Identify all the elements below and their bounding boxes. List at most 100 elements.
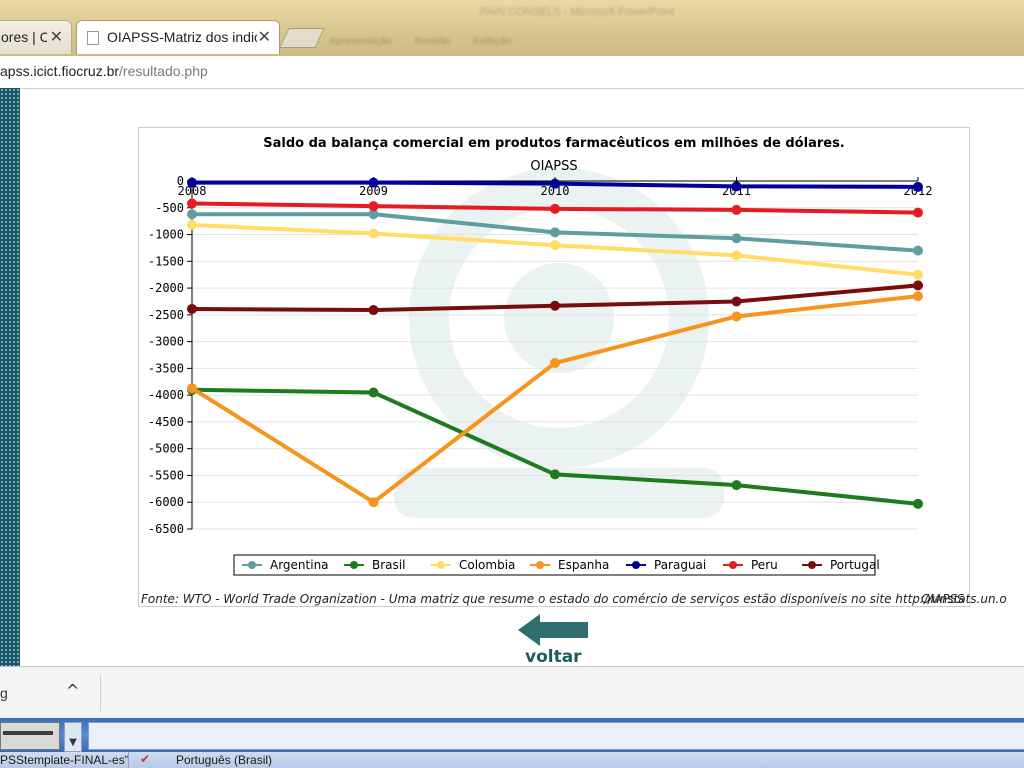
- chart-legend: [233, 554, 876, 576]
- browser-tab-strip: PAIN CONSELS - Microsoft PowerPoint Apre…: [0, 0, 1024, 56]
- chart-panel: Saldo da balança comercial em produtos f…: [138, 127, 1007, 607]
- source-tag: OIAPSS: [921, 592, 965, 606]
- thumbnail-bar: [3, 731, 53, 735]
- data-point-argentina: [913, 245, 923, 256]
- data-point-colombia: [368, 228, 379, 239]
- source-note: Fonte: WTO - World Trade Organization - …: [141, 592, 1007, 606]
- legend-swatch-marker: [632, 561, 640, 569]
- legend-label: Peru: [751, 558, 778, 572]
- x-tick-label: 2009: [359, 184, 388, 198]
- y-tick-label: -2000: [148, 281, 184, 295]
- y-tick-label: -5000: [148, 442, 184, 456]
- data-point-peru: [368, 201, 379, 212]
- data-point-brasil: [731, 480, 742, 491]
- data-point-colombia: [550, 240, 560, 251]
- y-tick-label: -6000: [148, 495, 184, 509]
- new-tab-button[interactable]: [279, 28, 325, 48]
- y-tick-label: -1000: [148, 228, 184, 242]
- ribbon-tab-revisao[interactable]: Revisão: [414, 36, 451, 47]
- legend-label: Portugal: [830, 558, 880, 572]
- legend-label: Argentina: [270, 558, 329, 572]
- y-tick-label: -6500: [148, 522, 184, 536]
- data-point-espanha: [550, 358, 560, 369]
- legend-swatch-marker: [536, 561, 544, 569]
- data-point-peru: [550, 203, 560, 214]
- download-shelf: g ^: [0, 666, 1024, 719]
- data-point-espanha: [187, 383, 197, 394]
- status-bar: PSStemplate-FINAL-es" ✔ Português (Brasi…: [0, 752, 1024, 768]
- y-tick-label: -2500: [148, 308, 184, 322]
- address-bar[interactable]: apss.icict.fiocruz.br/resultado.php: [0, 56, 1024, 89]
- powerpoint-window-title: PAIN CONSELS - Microsoft PowerPoint: [480, 6, 675, 18]
- tab-label: ores | C: [1, 29, 47, 45]
- back-arrow-icon: [518, 614, 588, 646]
- legend-label: Colombia: [459, 558, 515, 572]
- y-tick-label: -3500: [148, 361, 184, 375]
- series-line-brasil: [191, 387, 919, 506]
- data-point-colombia: [731, 250, 742, 261]
- data-point-portugal: [550, 300, 560, 311]
- slide-thumbnail[interactable]: [0, 722, 60, 750]
- browser-tab-active[interactable]: OIAPSS-Matriz dos indic ✕: [76, 20, 280, 54]
- legend-swatch-marker: [350, 561, 358, 569]
- data-point-portugal: [368, 305, 379, 316]
- data-point-colombia: [913, 269, 923, 280]
- ribbon-tab-exibicao[interactable]: Exibição: [473, 36, 512, 47]
- back-label: voltar: [525, 647, 582, 667]
- chevron-up-icon[interactable]: ^: [66, 681, 80, 700]
- powerpoint-ribbon-menu: Apresentação Revisão Exibição: [330, 36, 531, 47]
- browser-tab-previous[interactable]: ores | C ✕: [0, 20, 72, 54]
- chart-subtitle: OIAPSS: [530, 159, 577, 174]
- y-tick-label: -3000: [148, 335, 184, 349]
- spellcheck-icon[interactable]: ✔: [140, 752, 151, 766]
- data-point-brasil: [368, 387, 379, 398]
- y-tick-label: -1500: [148, 254, 184, 268]
- data-point-espanha: [731, 311, 742, 322]
- data-point-brasil: [913, 498, 923, 509]
- data-point-paraguai: [187, 177, 197, 188]
- data-point-argentina: [731, 233, 742, 244]
- data-point-colombia: [187, 219, 197, 230]
- data-point-brasil: [550, 469, 560, 480]
- status-language[interactable]: Português (Brasil): [176, 753, 273, 767]
- legend-swatch-marker: [437, 561, 445, 569]
- divider: [100, 675, 101, 711]
- back-button[interactable]: voltar: [514, 612, 594, 670]
- legend-swatch-marker: [729, 561, 737, 569]
- x-tick-label: 2010: [541, 184, 570, 198]
- data-point-argentina: [368, 209, 379, 220]
- data-point-peru: [913, 207, 923, 218]
- page-icon: [87, 31, 99, 45]
- y-tick-label: -5500: [148, 468, 184, 482]
- data-point-argentina: [550, 227, 560, 238]
- y-tick-label: -500: [155, 201, 184, 215]
- data-point-espanha: [913, 291, 923, 302]
- notes-pane[interactable]: [88, 722, 1024, 750]
- y-tick-label: -4500: [148, 415, 184, 429]
- data-point-paraguai: [550, 178, 560, 189]
- data-point-paraguai: [913, 181, 923, 192]
- line-chart: Saldo da balança comercial em produtos f…: [148, 136, 932, 576]
- url-text[interactable]: apss.icict.fiocruz.br/resultado.php: [0, 63, 208, 79]
- legend-swatch-marker: [248, 561, 256, 569]
- close-icon[interactable]: ✕: [49, 29, 63, 46]
- x-tick-label: 2008: [178, 184, 207, 198]
- divider: [128, 752, 129, 768]
- download-item-label[interactable]: g: [0, 685, 8, 701]
- legend-label: Brasil: [372, 558, 405, 572]
- status-file-name: PSStemplate-FINAL-es": [0, 753, 129, 767]
- scroll-down-button[interactable]: ▼: [64, 722, 82, 752]
- chart-title: Saldo da balança comercial em produtos f…: [263, 136, 845, 151]
- legend-swatch-marker: [808, 561, 816, 569]
- data-point-espanha: [368, 497, 379, 508]
- data-point-portugal: [187, 303, 197, 314]
- url-path: /resultado.php: [119, 63, 208, 79]
- tab-label: OIAPSS-Matriz dos indic: [107, 29, 257, 45]
- data-point-peru: [731, 204, 742, 215]
- data-point-portugal: [913, 280, 923, 291]
- url-host: apss.icict.fiocruz.br: [0, 63, 120, 79]
- close-icon[interactable]: ✕: [257, 29, 271, 46]
- ribbon-tab-apresentacao[interactable]: Apresentação: [330, 36, 392, 47]
- legend-label: Espanha: [558, 558, 609, 572]
- page-side-pattern: [0, 88, 20, 666]
